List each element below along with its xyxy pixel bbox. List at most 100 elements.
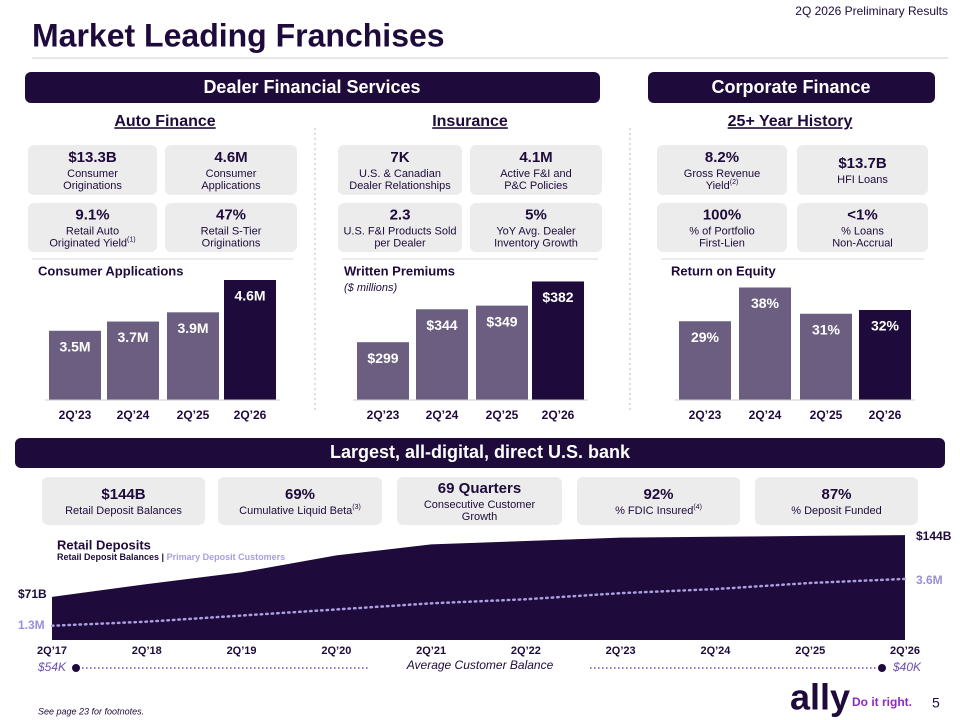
x-tick-label: 2Q’24 [426, 408, 459, 422]
section-title: Corporate Finance [711, 77, 870, 97]
chart-title: Consumer Applications [38, 263, 183, 278]
kpi-box [797, 203, 928, 252]
column-heading: Auto Finance [114, 113, 215, 130]
x-tick-label: 2Q’26 [234, 408, 267, 422]
x-tick-label: 2Q’24 [117, 408, 150, 422]
legend-entry: Primary Deposit Customers [167, 552, 286, 562]
kpi-box [470, 203, 602, 252]
kpi-value: 4.6M [214, 149, 247, 166]
bar [107, 321, 159, 400]
kpi-box [338, 145, 462, 195]
kpi-label: Growth [462, 511, 497, 523]
kpi-box [397, 477, 562, 525]
kpi-label: Consumer [206, 168, 257, 180]
kpi-label: Active F&I and [500, 168, 572, 180]
kpi-label-text: U.S. F&I Products Sold [343, 225, 456, 237]
kpi-value: 4.1M [519, 149, 552, 166]
annotation-dot [72, 664, 80, 672]
x-tick-label: 2Q’22 [511, 645, 541, 657]
kpi-label-text: Retail Deposit Balances [65, 505, 182, 517]
kpi-label-text: Consumer [67, 168, 118, 180]
kpi-label-text: per Dealer [374, 237, 426, 249]
kpi-label-text: Gross Revenue [684, 168, 760, 180]
x-tick-label: 2Q’21 [416, 645, 446, 657]
bar [357, 342, 409, 400]
kpi-label-text: Retail S-Tier [201, 225, 262, 237]
kpi-label: Cumulative Liquid Beta(3) [239, 504, 361, 517]
kpi-label: Retail S-Tier [201, 225, 262, 237]
kpi-label: U.S. & Canadian [359, 168, 441, 180]
x-tick-label: 2Q’26 [890, 645, 920, 657]
section-banner [25, 72, 600, 103]
kpi-value: 2.3 [390, 206, 411, 223]
line [50, 577, 907, 627]
x-tick-label: 2Q’23 [367, 408, 400, 422]
kpi-label: Dealer Relationships [349, 180, 451, 192]
legend-entry: Retail Deposit Balances [57, 552, 159, 562]
x-tick-label: 2Q’25 [486, 408, 519, 422]
x-tick-label: 2Q’23 [689, 408, 722, 422]
column-heading: 25+ Year History [728, 113, 853, 130]
kpi-label-text: Retail Auto [66, 225, 119, 237]
kpi-box [657, 203, 787, 252]
kpi-value: 5% [525, 206, 547, 223]
kpi-label: % Deposit Funded [791, 505, 882, 517]
kpi-value: 7K [390, 149, 409, 166]
kpi-label: per Dealer [374, 237, 426, 249]
x-tick-label: 2Q’24 [749, 408, 782, 422]
annotation-end: $40K [892, 660, 922, 674]
kpi-label-text: Originations [63, 180, 122, 192]
value-label: 3.6M [916, 573, 943, 587]
kpi-label: Gross Revenue [684, 168, 760, 180]
slogan: Do it right. [852, 695, 912, 709]
kpi-label-text: Growth [462, 511, 497, 523]
area [52, 535, 905, 640]
x-tick-label: 2Q’17 [37, 645, 67, 657]
kpi-label: Non-Accrual [832, 237, 893, 249]
kpi-label: Originated Yield(1) [49, 236, 135, 249]
bar-label: 3.9M [177, 320, 208, 336]
x-tick-label: 2Q’23 [59, 408, 92, 422]
kpi-label: P&C Policies [504, 180, 568, 192]
bar-label: $299 [367, 350, 398, 366]
section-title: Dealer Financial Services [203, 77, 420, 97]
kpi-box [338, 203, 462, 252]
kpi-box [797, 145, 928, 195]
kpi-label-text: Consecutive Customer [424, 499, 536, 511]
column-heading: Insurance [432, 113, 508, 130]
kpi-label-text: First-Lien [699, 237, 745, 249]
annotation-start: $54K [37, 660, 67, 674]
legend-sep: | [159, 552, 167, 562]
annotation-dot [878, 664, 886, 672]
value-label: $144B [916, 529, 952, 543]
logo: ally [790, 677, 850, 718]
chart-title: Retail Deposits [57, 537, 151, 552]
bar-label: $382 [542, 289, 573, 305]
kpi-value: 92% [643, 486, 673, 503]
kpi-label: Inventory Growth [494, 237, 578, 249]
value-label: 1.3M [18, 618, 45, 632]
kpi-label: Retail Deposit Balances [65, 505, 182, 517]
page-number: 5 [932, 695, 940, 711]
kpi-label: HFI Loans [837, 174, 888, 186]
bar [224, 280, 276, 400]
legend: Retail Deposit Balances | Primary Deposi… [57, 552, 285, 562]
kpi-box [657, 145, 787, 195]
bar [416, 309, 468, 400]
kpi-label-text: Yield [706, 180, 730, 192]
slide-title: Market Leading Franchises [32, 17, 445, 53]
x-tick-label: 2Q’25 [810, 408, 843, 422]
kpi-box [42, 477, 205, 525]
kpi-label-text: U.S. & Canadian [359, 168, 441, 180]
bar [679, 321, 731, 400]
x-tick-label: 2Q’20 [321, 645, 351, 657]
kpi-label: U.S. F&I Products Sold [343, 225, 456, 237]
section-banner [648, 72, 935, 103]
chart-title: Written Premiums [344, 263, 455, 278]
annotation-text: Average Customer Balance [406, 658, 554, 672]
bar-label: 3.5M [59, 338, 90, 354]
x-tick-label: 2Q’26 [542, 408, 575, 422]
kpi-label-text: Active F&I and [500, 168, 572, 180]
